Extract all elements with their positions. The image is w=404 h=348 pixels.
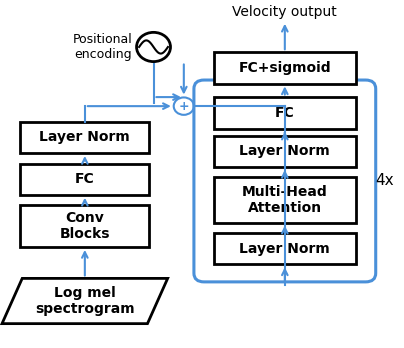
- Text: FC+sigmoid: FC+sigmoid: [238, 61, 331, 75]
- Text: Velocity output: Velocity output: [232, 5, 337, 19]
- Bar: [214, 52, 356, 84]
- Text: Conv
Blocks: Conv Blocks: [60, 211, 110, 241]
- Text: FC: FC: [275, 106, 295, 120]
- Bar: [20, 122, 149, 153]
- Text: Layer Norm: Layer Norm: [240, 242, 330, 256]
- Bar: [20, 164, 149, 195]
- Bar: [20, 205, 149, 247]
- Bar: [214, 136, 356, 167]
- Text: Layer Norm: Layer Norm: [40, 130, 130, 144]
- Text: Layer Norm: Layer Norm: [240, 144, 330, 158]
- Text: Multi-Head
Attention: Multi-Head Attention: [242, 185, 328, 215]
- Text: +: +: [179, 100, 189, 113]
- Text: Positional
encoding: Positional encoding: [73, 33, 133, 61]
- Bar: [214, 177, 356, 223]
- Polygon shape: [2, 278, 168, 324]
- Text: FC: FC: [75, 172, 95, 186]
- Text: Log mel
spectrogram: Log mel spectrogram: [35, 286, 135, 316]
- Bar: [214, 97, 356, 129]
- Text: 4x: 4x: [376, 173, 394, 189]
- Bar: [214, 233, 356, 264]
